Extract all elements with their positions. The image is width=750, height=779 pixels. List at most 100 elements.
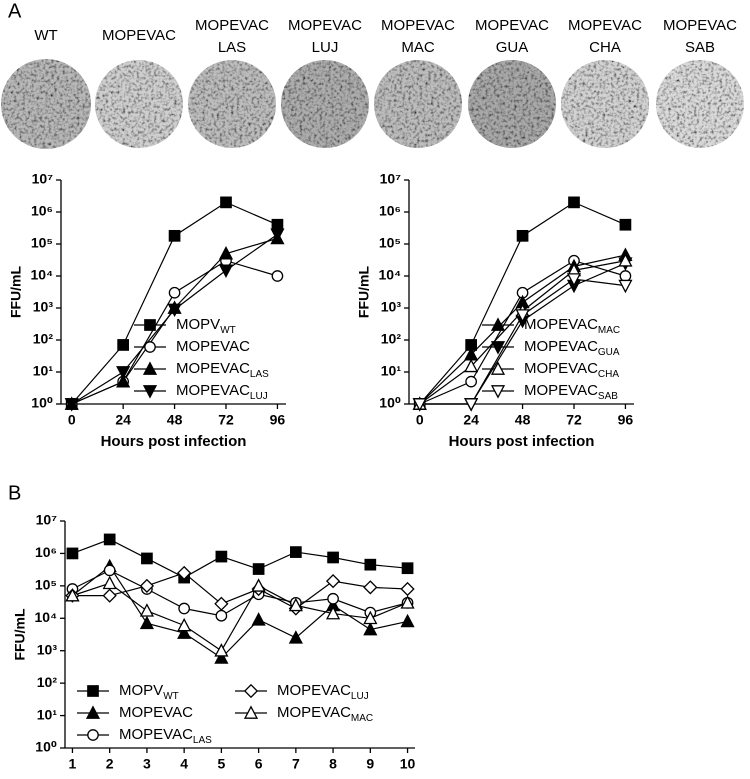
legend-label: MOPEVACGUA bbox=[524, 338, 620, 358]
marker bbox=[251, 578, 266, 592]
marker bbox=[103, 564, 116, 577]
marker bbox=[243, 705, 259, 719]
x-tick-label: 7 bbox=[292, 756, 300, 772]
legend-name: MOPEVAC bbox=[176, 360, 250, 377]
marker bbox=[139, 615, 154, 630]
marker bbox=[618, 279, 633, 294]
legend-name: MOPEVAC bbox=[119, 726, 193, 743]
legend-name: MOPEVAC bbox=[176, 338, 250, 355]
legend-subscript: GUA bbox=[598, 347, 620, 358]
y-tick-label: 10⁴ bbox=[31, 267, 54, 283]
plaque-label: MAC bbox=[401, 39, 435, 56]
y-axis-label: FFU/mL bbox=[12, 608, 28, 661]
y-tick-label: 10⁴ bbox=[35, 609, 58, 625]
x-tick-label: 4 bbox=[180, 756, 188, 772]
legend-label: MOPVWT bbox=[176, 316, 236, 336]
y-tick-label: 10¹ bbox=[33, 363, 54, 379]
legend-label: MOPEVACLAS bbox=[119, 726, 212, 746]
y-tick-label: 10⁷ bbox=[380, 171, 402, 187]
plaque-label: MOPEVAC bbox=[568, 17, 642, 34]
x-tick-label: 72 bbox=[566, 412, 582, 428]
marker bbox=[64, 398, 79, 412]
y-tick-label: 10⁰ bbox=[31, 395, 53, 411]
marker bbox=[87, 685, 99, 697]
y-axis-label: FFU/mL bbox=[8, 266, 24, 319]
plaque-image bbox=[1, 59, 91, 149]
marker bbox=[243, 683, 259, 699]
marker bbox=[168, 286, 181, 299]
marker bbox=[102, 575, 117, 590]
marker bbox=[177, 617, 192, 632]
y-tick-label: 10¹ bbox=[381, 363, 402, 379]
y-tick-label: 10⁴ bbox=[379, 267, 402, 283]
x-tick-label: 2 bbox=[106, 756, 114, 772]
y-tick-label: 10² bbox=[37, 674, 58, 690]
y-tick-label: 10⁰ bbox=[379, 395, 401, 411]
y-tick-label: 10¹ bbox=[37, 706, 58, 722]
marker bbox=[167, 303, 182, 318]
marker bbox=[220, 196, 232, 209]
legend-subscript: LUJ bbox=[250, 391, 268, 402]
y-tick-label: 10⁶ bbox=[379, 203, 401, 219]
marker bbox=[252, 563, 265, 575]
x-tick-label: 72 bbox=[218, 412, 234, 428]
marker bbox=[271, 270, 284, 282]
legend-subscript: SAB bbox=[598, 391, 618, 402]
marker bbox=[619, 218, 632, 231]
marker bbox=[326, 605, 341, 620]
marker bbox=[103, 533, 116, 546]
plaque-label: MOPEVAC bbox=[663, 17, 737, 34]
marker bbox=[515, 309, 530, 323]
chart: 10⁰ 10¹ 10² 10³ 10⁴ 10⁵ 10⁶ 10⁷ 1 2 3 4 5 6 7 8 9 10 Passa… bbox=[12, 512, 416, 779]
marker bbox=[215, 550, 228, 563]
marker bbox=[619, 270, 632, 282]
x-tick-label: 96 bbox=[270, 412, 286, 428]
marker bbox=[400, 595, 415, 609]
legend-subscript: CHA bbox=[598, 369, 619, 380]
plaque-label: CHA bbox=[589, 39, 621, 56]
x-tick-label: 48 bbox=[167, 412, 183, 428]
marker bbox=[490, 341, 506, 355]
marker bbox=[412, 398, 427, 412]
legend-name: MOPEVAC bbox=[524, 360, 598, 377]
marker bbox=[464, 398, 479, 412]
marker bbox=[177, 625, 192, 639]
marker bbox=[325, 573, 341, 589]
plaque-label: MOPEVAC bbox=[102, 27, 176, 44]
marker bbox=[400, 581, 415, 597]
legend-subscript: MAC bbox=[598, 325, 620, 336]
marker bbox=[141, 552, 153, 565]
marker bbox=[66, 547, 79, 560]
plaque-row bbox=[1, 59, 744, 149]
marker bbox=[327, 551, 339, 564]
y-tick-label: 10³ bbox=[33, 299, 54, 315]
marker bbox=[465, 375, 477, 388]
plaque-image bbox=[468, 60, 556, 148]
marker bbox=[516, 229, 529, 242]
legend-name: MOPV bbox=[119, 682, 163, 699]
marker bbox=[139, 578, 155, 593]
marker bbox=[490, 317, 506, 331]
marker bbox=[270, 228, 285, 242]
marker bbox=[116, 374, 131, 388]
x-axis-label: Passage number bbox=[180, 777, 300, 779]
legend-subscript: LAS bbox=[193, 735, 212, 746]
marker bbox=[142, 385, 158, 399]
y-tick-label: 10⁷ bbox=[32, 171, 54, 187]
x-tick-label: 0 bbox=[416, 412, 424, 428]
plaque-label: MOPEVAC bbox=[475, 17, 549, 34]
y-tick-label: 10⁶ bbox=[35, 544, 57, 560]
marker bbox=[464, 358, 479, 373]
x-tick-label: 48 bbox=[515, 412, 531, 428]
legend-label: MOPEVACLUJ bbox=[277, 682, 369, 702]
chart: 10⁰ 10¹ 10² 10³ 10⁴ 10⁵ 10⁶ 10⁷ 0 24 48 72 96 Hours p… bbox=[356, 171, 634, 450]
plaque-image bbox=[656, 60, 744, 148]
y-tick-label: 10² bbox=[33, 331, 54, 347]
legend-label: MOPEVACSAB bbox=[524, 382, 618, 402]
marker bbox=[102, 588, 117, 603]
marker bbox=[618, 253, 633, 267]
marker bbox=[215, 609, 228, 622]
series-line bbox=[72, 565, 408, 659]
y-tick-label: 10³ bbox=[37, 641, 58, 657]
x-tick-label: 1 bbox=[69, 756, 77, 772]
